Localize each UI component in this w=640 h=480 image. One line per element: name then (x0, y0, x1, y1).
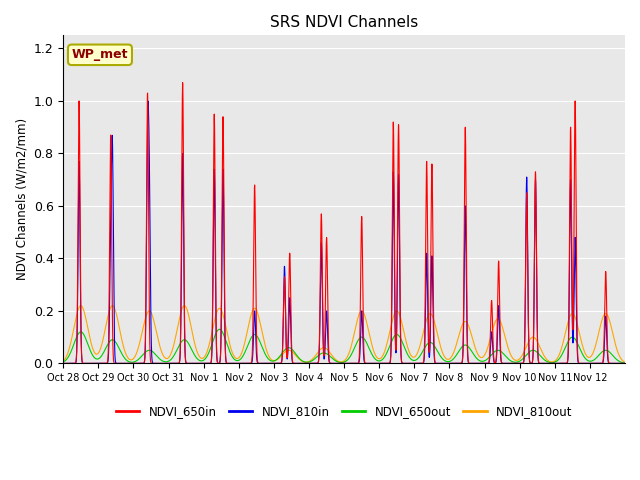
Title: SRS NDVI Channels: SRS NDVI Channels (270, 15, 419, 30)
Text: WP_met: WP_met (72, 48, 128, 61)
Legend: NDVI_650in, NDVI_810in, NDVI_650out, NDVI_810out: NDVI_650in, NDVI_810in, NDVI_650out, NDV… (111, 401, 577, 423)
Y-axis label: NDVI Channels (W/m2/mm): NDVI Channels (W/m2/mm) (15, 118, 28, 280)
